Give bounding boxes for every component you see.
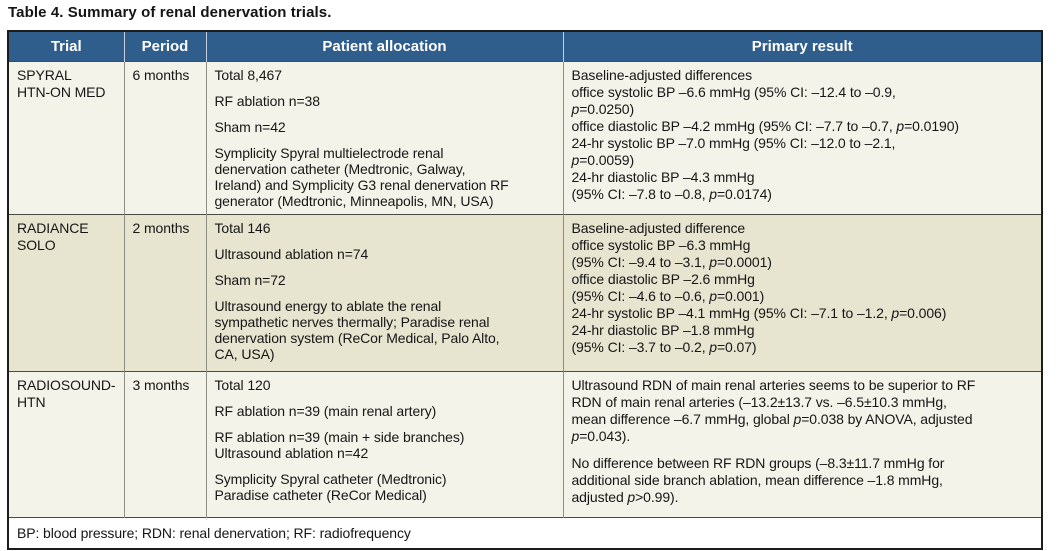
allocation-line: Total 120 [214,377,271,393]
result-line: adjusted p>0.99). [571,489,679,505]
period-cell: 6 months [123,61,207,215]
allocation-cell: Total 146 Ultrasound ablation n=74 Sham … [205,214,564,372]
allocation-paragraph: Total 8,467 [215,67,555,83]
result-line: 24-hr diastolic BP –4.3 mmHg [571,169,755,185]
allocation-line: Ireland) and Symplicity G3 renal denerva… [214,177,509,193]
result-line: No difference between RF RDN groups (–8.… [571,455,945,471]
trial-name: RADIANCE [17,220,89,236]
allocation-line: RF ablation n=38 [214,93,321,109]
trial-cell: SPYRAL HTN-ON MED [7,61,125,215]
allocation-paragraph: RF ablation n=39 (main + side branches) … [215,429,555,461]
col-header-primary-result: Primary result [562,31,1042,62]
trial-cell: RADIANCE SOLO [7,214,125,372]
allocation-paragraph: Sham n=72 [215,272,555,288]
trial-name: HTN [17,394,46,410]
allocation-paragraph: Sham n=42 [215,119,555,135]
footnote-row: BP: blood pressure; RDN: renal denervati… [8,517,1042,549]
trial-cell: RADIOSOUND- HTN [7,371,125,518]
result-cell: Baseline-adjusted differences office sys… [562,61,1043,215]
allocation-paragraph: Ultrasound ablation n=74 [215,246,555,262]
allocation-paragraph: Total 146 [215,220,555,236]
period-cell: 3 months [123,371,207,518]
result-line: (95% CI: –4.6 to –0.6, p=0.001) [571,288,765,304]
table-row-radiance: RADIANCE SOLO 2 months Total 146 Ultraso… [7,214,1043,372]
allocation-line: Sham n=72 [214,272,286,288]
allocation-line: Paradise catheter (ReCor Medical) [214,487,427,503]
result-line: 24-hr systolic BP –7.0 mmHg (95% CI: –12… [571,135,896,151]
allocation-paragraph: RF ablation n=39 (main renal artery) [215,403,555,419]
allocation-line: Ultrasound energy to ablate the renal [214,298,442,314]
result-line: p=0.0059) [571,152,635,168]
trial-name: SPYRAL [17,67,72,83]
allocation-line: CA, USA) [214,346,275,362]
allocation-cell: Total 8,467 RF ablation n=38 Sham n=42 S… [205,61,564,215]
period-cell: 2 months [123,214,207,372]
result-cell: Baseline-adjusted difference office syst… [562,214,1043,372]
allocation-line: denervation catheter (Medtronic, Galway, [214,161,466,177]
result-line: 24-hr diastolic BP –1.8 mmHg [571,322,755,338]
result-line: office diastolic BP –4.2 mmHg (95% CI: –… [571,118,960,134]
table-row-spyral: SPYRAL HTN-ON MED 6 months Total 8,467 R… [7,61,1043,215]
table-footnote: BP: blood pressure; RDN: renal denervati… [8,517,1042,549]
result-line: additional side branch ablation, mean di… [571,472,943,488]
col-header-trial: Trial [8,31,124,62]
allocation-cell: Total 120 RF ablation n=39 (main renal a… [205,371,564,518]
allocation-line: Total 146 [214,220,271,236]
allocation-line: Symplicity Spyral multielectrode renal [214,145,444,161]
trial-name: RADIOSOUND- [17,377,116,393]
result-line: p=0.0250) [571,101,635,117]
result-line: RDN of main renal arteries (–13.2±13.7 v… [571,394,947,410]
result-cell: Ultrasound RDN of main renal arteries se… [562,371,1043,518]
result-paragraph: Baseline-adjusted differences office sys… [572,67,1034,203]
result-paragraph: Baseline-adjusted difference office syst… [572,220,1034,356]
allocation-line: Sham n=42 [214,119,286,135]
col-header-patient-allocation: Patient allocation [205,31,563,62]
result-line: Ultrasound RDN of main renal arteries se… [571,377,976,393]
table-caption: Table 4. Summary of renal denervation tr… [8,4,332,21]
allocation-paragraph: Ultrasound energy to ablate the renal sy… [215,298,555,362]
result-line: p=0.043). [571,428,631,444]
allocation-line: Total 8,467 [214,67,283,83]
allocation-line: Symplicity Spyral catheter (Medtronic) [214,471,447,487]
result-line: (95% CI: –7.8 to –0.8, p=0.0174) [571,186,772,202]
allocation-line: RF ablation n=39 (main renal artery) [214,403,437,419]
result-line: 24-hr systolic BP –4.1 mmHg (95% CI: –7.… [571,305,947,321]
renal-denervation-trials-table: Trial Period Patient allocation Primary … [7,30,1043,550]
table-row-radiosound: RADIOSOUND- HTN 3 months Total 120 RF ab… [7,371,1043,518]
result-line: office systolic BP –6.3 mmHg [571,237,751,253]
result-line: office systolic BP –6.6 mmHg (95% CI: –1… [571,84,896,100]
result-line: Baseline-adjusted difference [571,220,746,236]
result-line: Baseline-adjusted differences [571,67,753,83]
allocation-line: sympathetic nerves thermally; Paradise r… [214,314,490,330]
trial-name: HTN-ON MED [17,84,106,100]
allocation-line: generator (Medtronic, Minneapolis, MN, U… [214,193,494,209]
allocation-line: Ultrasound ablation n=74 [214,246,369,262]
allocation-paragraph: RF ablation n=38 [215,93,555,109]
result-paragraph: Ultrasound RDN of main renal arteries se… [572,377,1034,445]
allocation-paragraph: Symplicity Spyral multielectrode renal d… [215,145,555,209]
col-header-period: Period [123,31,206,62]
allocation-paragraph: Symplicity Spyral catheter (Medtronic) P… [215,471,555,503]
result-line: (95% CI: –3.7 to –0.2, p=0.07) [571,339,757,355]
result-line: mean difference –6.7 mmHg, global p=0.03… [571,411,973,427]
allocation-line: RF ablation n=39 (main + side branches) [214,429,465,445]
result-paragraph: No difference between RF RDN groups (–8.… [572,455,1034,506]
result-line: office diastolic BP –2.6 mmHg [571,271,755,287]
allocation-line: Ultrasound ablation n=42 [214,445,369,461]
trial-name: SOLO [17,237,56,253]
allocation-line: denervation system (ReCor Medical, Palo … [214,330,500,346]
header-row: Trial Period Patient allocation Primary … [8,31,1042,62]
result-line: (95% CI: –9.4 to –3.1, p=0.0001) [571,254,772,270]
allocation-paragraph: Total 120 [215,377,555,393]
